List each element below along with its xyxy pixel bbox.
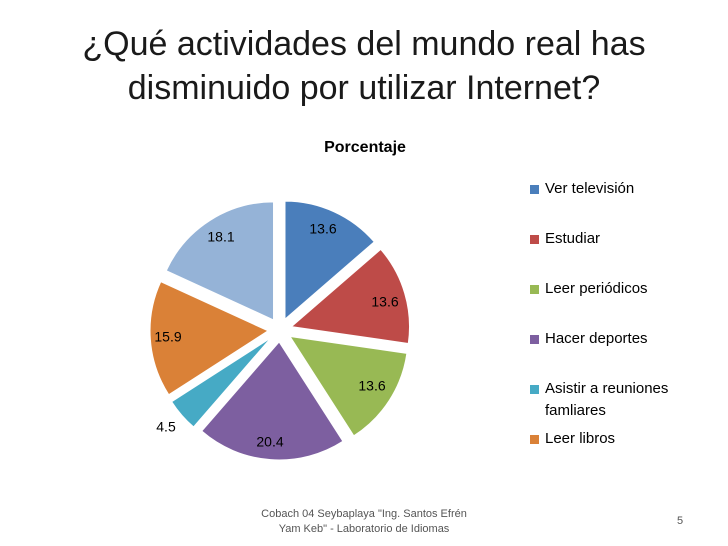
pie-data-label-6: 15.9: [154, 329, 181, 345]
legend-swatch: [530, 235, 539, 244]
legend-swatch: [530, 185, 539, 194]
pie-data-label-5: 4.5: [156, 419, 176, 435]
legend-item: Leer libros: [530, 428, 720, 450]
pie-slice-7: [165, 201, 275, 321]
pie-data-label-3: 13.6: [358, 378, 385, 394]
legend-label: Leer periódicos: [545, 280, 648, 297]
legend-swatch: [530, 435, 539, 444]
page-number: 5: [676, 515, 684, 527]
pie-slice-5: [171, 337, 272, 428]
legend-item: Asistir a reuniones famliares: [530, 378, 720, 422]
legend-item: Estudiar: [530, 228, 720, 250]
legend-label: Leer libros: [545, 430, 616, 447]
pie-data-label-1: 13.6: [309, 221, 336, 237]
pie-data-label-7: 18.1: [207, 229, 234, 245]
legend-swatch: [530, 335, 539, 344]
pie-slice-4: [201, 341, 344, 461]
legend-swatch: [530, 285, 539, 294]
legend-label: Estudiar: [545, 230, 601, 247]
legend-item: Hacer deportes: [530, 328, 720, 350]
pie-slice-2: [290, 248, 411, 345]
pie-slice-6: [149, 280, 270, 396]
pie-slice-3: [289, 335, 408, 437]
pie-data-label-4: 20.4: [256, 434, 283, 450]
pie-slice-1: [284, 200, 375, 321]
legend-item: Leer periódicos: [530, 278, 720, 300]
legend-label: Asistir a reuniones famliares: [545, 380, 669, 419]
legend-item: Ver televisión: [530, 178, 720, 200]
legend-swatch: [530, 385, 539, 394]
slide-title: ¿Qué actividades del mundo real has dism…: [82, 25, 646, 107]
legend-label: Hacer deportes: [545, 330, 648, 347]
pie-data-label-2: 13.6: [371, 294, 398, 310]
legend-label: Ver televisión: [545, 180, 635, 197]
slide-footer: Cobach 04 Seybaplaya "Ing. Santos Efrén …: [261, 508, 467, 535]
chart-title: Porcentaje: [324, 139, 406, 156]
